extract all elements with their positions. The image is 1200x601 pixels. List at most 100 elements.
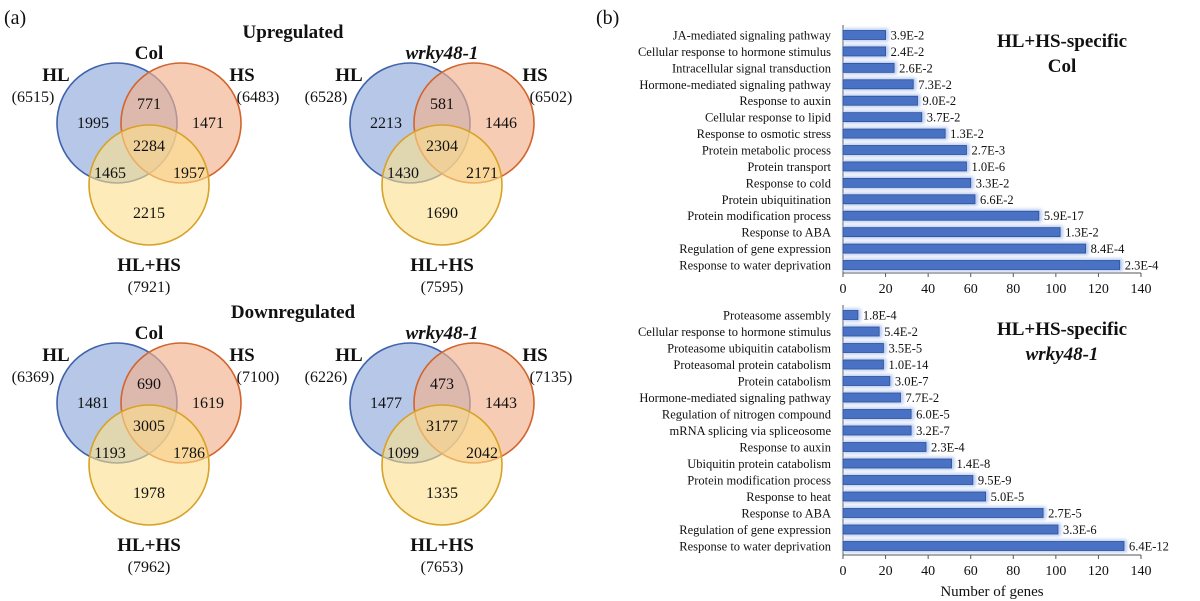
category-label: Response to water deprivation: [679, 540, 831, 554]
hl-total: (6515): [12, 89, 55, 106]
x-tick-label: 120: [1088, 564, 1109, 579]
panel-label-a: (a): [4, 7, 26, 29]
pvalue-label: 7.3E-2: [918, 78, 952, 92]
hs-label: HS: [522, 65, 547, 86]
venn-diagram: Col HL (6369) HS (7100) HL+HS (7962) 1481 1619 69…: [12, 323, 280, 576]
bar: [842, 343, 884, 353]
x-tick-label: 100: [1045, 282, 1066, 297]
hlhs-only-count: 1335: [426, 485, 458, 502]
pvalue-label: 2.3E-4: [1125, 259, 1159, 273]
hl-hs-overlap-count: 473: [430, 376, 454, 393]
bar: [842, 541, 1125, 551]
x-tick-label: 60: [964, 564, 978, 579]
hlhs-label: HL+HS: [410, 255, 474, 276]
pvalue-label: 5.9E-17: [1044, 209, 1084, 223]
hlhs-total: (7595): [421, 279, 464, 296]
x-tick-label: 140: [1131, 282, 1152, 297]
category-label: Response to ABA: [741, 507, 831, 521]
upregulated-heading: Upregulated: [243, 22, 344, 43]
pvalue-label: 3.9E-2: [891, 29, 925, 43]
hlhs-circle: [381, 404, 503, 526]
hlhs-only-count: 1690: [426, 205, 458, 222]
pvalue-label: 1.3E-2: [950, 127, 984, 141]
pvalue-label: 3.3E-2: [976, 176, 1010, 190]
hs-hlhs-overlap-count: 1957: [173, 165, 205, 182]
pvalue-label: 6.4E-12: [1129, 540, 1169, 554]
x-tick-label: 140: [1131, 564, 1152, 579]
hs-total: (7100): [237, 369, 280, 386]
bar: [842, 46, 886, 57]
pvalue-label: 8.4E-4: [1091, 242, 1125, 256]
pvalue-label: 2.7E-3: [971, 144, 1005, 158]
hlhs-circle: [88, 124, 210, 246]
bar: [842, 145, 967, 155]
hl-only-count: 1477: [370, 395, 402, 412]
category-label: Protein modification process: [687, 209, 831, 223]
hl-label: HL: [42, 345, 69, 366]
bar: [842, 458, 952, 469]
bar: [842, 409, 912, 419]
chart-title: HL+HS-specific: [997, 31, 1127, 52]
category-label: Response to osmotic stress: [697, 127, 832, 141]
x-tick-label: 0: [840, 564, 847, 579]
bar-charts: 0 20 40 60 80 100 120 140 JA-mediated signaling …: [638, 25, 1169, 600]
bar: [842, 161, 967, 172]
x-tick-label: 40: [921, 564, 935, 579]
hs-total: (6483): [237, 89, 280, 106]
panel-label-b: (b): [596, 7, 619, 29]
hl-hlhs-overlap-count: 1430: [387, 165, 419, 182]
hl-hs-overlap-count: 771: [137, 96, 161, 113]
hlhs-only-count: 1978: [133, 485, 165, 502]
bar: [842, 425, 912, 436]
hs-label: HS: [522, 345, 547, 366]
genotype-label: wrky48-1: [406, 323, 479, 344]
pvalue-label: 9.0E-2: [923, 94, 957, 108]
bar: [842, 227, 1061, 238]
venn-diagram: Col HL (6515) HS (6483) HL+HS (7921) 1995 1471 77…: [12, 43, 280, 296]
hlhs-label: HL+HS: [410, 535, 474, 556]
hl-total: (6226): [305, 369, 348, 386]
category-label: Response to heat: [746, 490, 831, 504]
x-tick-label: 80: [1006, 282, 1020, 297]
category-label: Regulation of gene expression: [679, 242, 831, 256]
all-overlap-count: 3177: [426, 418, 458, 435]
hl-hlhs-overlap-count: 1193: [94, 445, 125, 462]
hs-label: HS: [229, 345, 254, 366]
hlhs-circle: [88, 404, 210, 526]
category-label: Proteasomal protein catabolism: [673, 358, 831, 372]
bar: [842, 112, 923, 123]
hs-total: (7135): [530, 369, 573, 386]
x-tick-label: 40: [921, 282, 935, 297]
category-label: Intracellular signal transduction: [672, 61, 832, 75]
venn-diagrams: Col HL (6515) HS (6483) HL+HS (7921) 1995 1471 77…: [12, 43, 573, 576]
hl-hlhs-overlap-count: 1099: [387, 445, 419, 462]
hlhs-circle: [381, 124, 503, 246]
pvalue-label: 1.0E-6: [971, 160, 1005, 174]
hs-hlhs-overlap-count: 1786: [173, 445, 205, 462]
hs-hlhs-overlap-count: 2042: [466, 445, 498, 462]
pvalue-label: 7.7E-2: [905, 391, 939, 405]
pvalue-label: 3.2E-7: [916, 424, 950, 438]
category-label: Cellular response to hormone stimulus: [638, 45, 831, 59]
hlhs-label: HL+HS: [117, 255, 181, 276]
venn-diagram: wrky48-1 HL (6226) HS (7135) HL+HS (7653) 1477 1…: [305, 323, 573, 576]
hl-only-count: 1995: [77, 115, 109, 132]
hs-total: (6502): [530, 89, 573, 106]
category-label: Proteasome assembly: [723, 309, 832, 323]
bar: [842, 79, 914, 90]
hl-label: HL: [335, 65, 362, 86]
bar: [842, 508, 1044, 518]
go-bar-chart: 0 20 40 60 80 100 120 140 Proteasome assembly 1.8…: [638, 305, 1169, 600]
bar: [842, 475, 974, 485]
category-label: Ubiquitin protein catabolism: [687, 457, 831, 471]
category-label: Proteasome ubiquitin catabolism: [667, 342, 831, 356]
pvalue-label: 6.0E-5: [916, 408, 950, 422]
pvalue-label: 1.8E-4: [863, 309, 897, 323]
hlhs-total: (7962): [128, 559, 171, 576]
pvalue-label: 3.7E-2: [927, 111, 961, 125]
hs-hlhs-overlap-count: 2171: [466, 165, 498, 182]
hs-only-count: 1446: [485, 115, 517, 132]
category-label: Response to auxin: [739, 94, 831, 108]
category-label: Regulation of gene expression: [679, 523, 831, 537]
